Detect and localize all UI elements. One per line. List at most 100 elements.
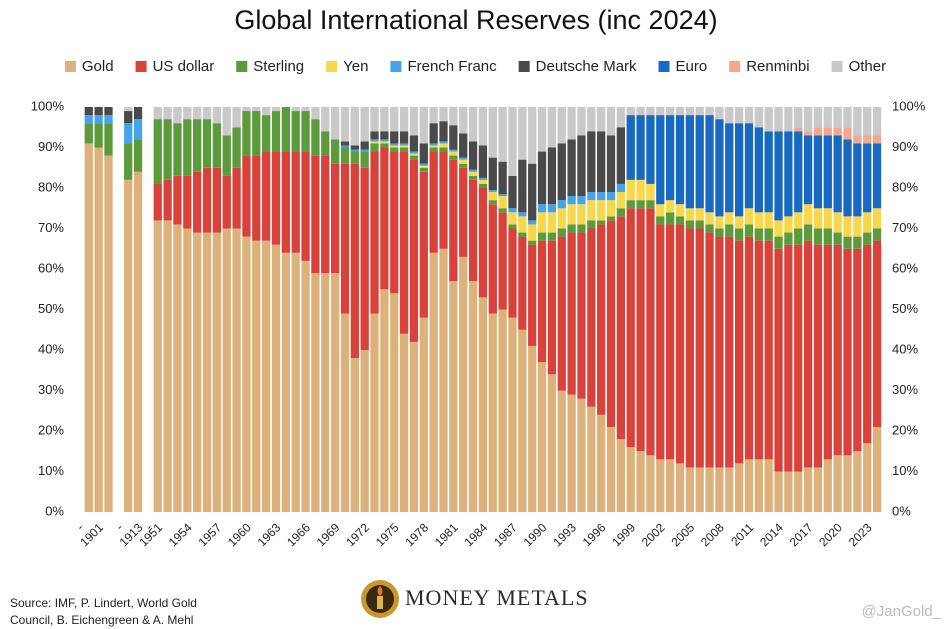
bar-segment [153, 220, 162, 512]
bar-segment [242, 155, 251, 237]
bar-segment [705, 467, 714, 512]
bar-segment [853, 107, 862, 136]
x-tick-label: 2017 [787, 520, 816, 549]
bar-segment [439, 151, 448, 249]
bar-segment [794, 107, 803, 128]
legend-swatch [518, 61, 530, 72]
bar-segment [488, 200, 497, 205]
bar-segment [183, 119, 192, 176]
x-tick-label: 1987 [491, 520, 520, 549]
x-tick-label: 1972 [343, 520, 372, 549]
bar-segment [488, 204, 497, 314]
bar-segment [399, 131, 409, 144]
bar-segment [330, 107, 340, 140]
bar-segment [626, 200, 635, 209]
bar-segment [537, 204, 547, 213]
bar-segment [823, 459, 832, 512]
bar-segment [597, 131, 606, 193]
bar-segment [744, 208, 754, 225]
chart-title: Global International Reserves (inc 2024) [234, 5, 717, 35]
x-tick-label: 2005 [668, 520, 697, 549]
legend-swatch [326, 61, 338, 72]
bar-segment [222, 107, 231, 136]
bar-segment [340, 141, 350, 146]
bar-segment [567, 139, 576, 197]
bar-segment [518, 159, 527, 213]
bar-segment [459, 133, 468, 158]
y2-tick-label: 50% [892, 301, 918, 316]
legend-label: US dollar [153, 58, 215, 75]
y-tick-label: 80% [38, 179, 64, 194]
bar-segment [399, 145, 409, 148]
bar-segment [823, 228, 832, 245]
bar-segment [153, 183, 162, 221]
bar-segment [734, 240, 744, 464]
bar-segment [636, 451, 645, 512]
bar-segment [725, 212, 734, 225]
bar-segment [409, 155, 419, 160]
bar-segment [94, 107, 103, 116]
bar-segment [833, 127, 842, 136]
bar-segment [794, 131, 803, 213]
bar-segment [84, 123, 93, 144]
x-tick-label: 1978 [402, 520, 431, 549]
bar-segment [675, 463, 685, 512]
bar-segment [833, 232, 842, 245]
bar-segment [675, 107, 685, 116]
bar-segment [803, 224, 813, 241]
bar-segment [843, 248, 852, 456]
bar-segment [498, 309, 507, 512]
x-tick-label: 1951 [136, 520, 165, 549]
bar-segment [340, 145, 350, 148]
bar-segment [409, 153, 419, 156]
bar-segment [547, 107, 557, 148]
bar-segment [202, 167, 212, 233]
bar-segment [597, 107, 606, 132]
bar-segment [577, 107, 586, 136]
legend-swatch [729, 61, 741, 72]
bar-segment [380, 131, 389, 140]
bar-segment [419, 167, 428, 172]
bar-segment [675, 204, 685, 217]
bar-segment [734, 216, 744, 229]
bar-segment [754, 459, 763, 512]
bar-segment [518, 236, 527, 330]
bar-segment [478, 107, 488, 146]
bar-segment [715, 236, 724, 468]
legend-swatch [831, 61, 843, 72]
bar-segment [577, 398, 586, 512]
bar-segment [616, 192, 626, 209]
bar-segment [695, 107, 704, 116]
bar-segment [468, 175, 478, 180]
bar-segment [498, 196, 507, 209]
y-tick-label: 20% [38, 422, 64, 437]
bar-segment [439, 143, 448, 148]
x-tick-label: 1966 [284, 520, 313, 549]
bar-segment [863, 244, 872, 444]
bar-segment [193, 107, 202, 120]
bar-segment [813, 208, 823, 229]
bar-segment [478, 183, 488, 188]
bar-segment [242, 111, 251, 156]
bar-segment [557, 200, 566, 209]
bar-segment [872, 228, 882, 241]
bar-segment [754, 228, 763, 241]
bar-segment [419, 165, 428, 168]
bar-segment [252, 111, 261, 156]
bar-segment [794, 244, 803, 472]
bar-segment [636, 179, 645, 201]
x-tick-label: 1957 [195, 520, 224, 549]
bar-segment [685, 107, 694, 116]
bar-segment [823, 244, 832, 460]
bar-segment [813, 127, 823, 136]
bar-segment [350, 358, 359, 512]
y-tick-label: 40% [38, 341, 64, 356]
bar-segment [409, 341, 419, 512]
bar-segment [606, 107, 616, 136]
bar-segment [380, 107, 389, 132]
bar-segment [124, 107, 133, 112]
bar-segment [340, 313, 350, 512]
bar-segment [291, 111, 300, 152]
bar-segment [508, 107, 517, 176]
